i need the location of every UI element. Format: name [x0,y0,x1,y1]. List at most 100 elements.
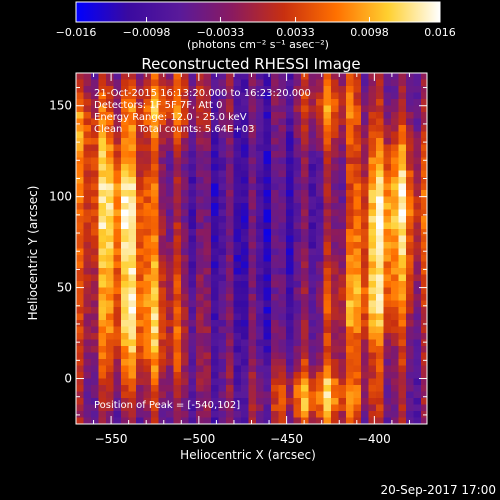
heatmap-cell [196,248,204,256]
heatmap-cell [91,164,99,171]
heatmap-cell [106,242,114,249]
heatmap-cell [166,73,174,80]
heatmap-cell [83,203,92,210]
heatmap-cell [91,112,99,119]
heatmap-cell [173,352,182,360]
heatmap-cell [248,385,257,392]
heatmap-cell [353,112,362,119]
heatmap-cell [286,372,294,379]
heatmap-cell [181,118,189,126]
heatmap-cell [203,411,212,418]
heatmap-cell [421,196,427,204]
heatmap-cell [196,307,204,314]
heatmap-cell [383,196,392,204]
heatmap-cell [376,255,384,262]
heatmap-cell [121,112,129,119]
heatmap-cell [211,196,219,204]
heatmap-cell [271,300,279,308]
heatmap-cell [301,216,309,223]
heatmap-cell [316,346,324,353]
heatmap-cell [263,326,272,334]
heatmap-cell [76,183,84,191]
heatmap-cell [413,326,422,334]
heatmap-cell [248,203,257,210]
heatmap-cell [98,86,107,93]
heatmap-cell [323,79,332,87]
heatmap-cell [383,346,392,353]
heatmap-cell [188,274,197,282]
colorbar: −0.016 −0.0098 −0.0033 0.0033 0.0098 0.016 (p… [56,1,456,51]
heatmap-cell [308,235,317,243]
heatmap-cell [203,287,212,295]
heatmap-cell [196,157,204,165]
heatmap-cell [181,359,189,366]
heatmap-cell [308,203,317,210]
heatmap-cell [226,92,234,100]
heatmap-cell [241,177,249,184]
heatmap-cell [83,209,92,217]
heatmap-cell [173,320,182,327]
heatmap-cell [301,300,309,308]
heatmap-cell [346,268,354,275]
heatmap-cell [293,261,302,269]
heatmap-cell [211,274,219,282]
heatmap-cell [346,86,354,93]
heatmap-cell [421,391,427,399]
heatmap-cell [338,235,347,243]
heatmap-cell [158,326,167,334]
heatmap-cell [151,261,159,269]
colorbar-gradient [75,1,441,23]
heatmap-cell [121,274,129,282]
heatmap-cell [121,359,129,366]
heatmap-cell [98,112,107,119]
heatmap-cell [301,294,309,301]
heatmap-cell [353,190,362,197]
heatmap-cell [83,365,92,373]
heatmap-cell [323,73,332,80]
heatmap-cell [166,131,174,139]
heatmap-cell [91,294,99,301]
heatmap-cell [218,190,227,197]
heatmap-cell [391,99,399,106]
heatmap-cell [241,242,249,249]
heatmap-cell [293,92,302,100]
heatmap-cell [391,404,399,412]
heatmap-cell [181,365,189,373]
heatmap-cell [76,222,84,230]
heatmap-cell [173,391,182,399]
annotation-peak-position: Position of Peak = [-540,102] [94,400,240,411]
heatmap-cell [91,313,99,321]
heatmap-cell [301,138,309,145]
heatmap-cell [98,346,107,353]
heatmap-cell [151,411,159,418]
heatmap-cell [278,151,287,158]
heatmap-cell [413,157,422,165]
heatmap-cell [323,183,332,191]
colorbar-tick-label: 0.0098 [350,26,389,39]
heatmap-cell [248,216,257,223]
heatmap-cell [188,190,197,197]
heatmap-cell [106,339,114,347]
heatmap-cell [136,125,144,132]
heatmap-cell [391,222,399,230]
heatmap-cell [143,112,152,119]
heatmap-cell [173,164,182,171]
heatmap-cell [316,385,324,392]
heatmap-cell [286,307,294,314]
heatmap-cell [278,86,287,93]
heatmap-cell [383,365,392,373]
heatmap-cell [241,346,249,353]
heatmap-cell [361,235,369,243]
heatmap-cell [128,391,137,399]
heatmap-cell [361,73,369,80]
heatmap-cell [338,177,347,184]
heatmap-cell [181,216,189,223]
heatmap-cell [218,411,227,418]
heatmap-cell [271,352,279,360]
heatmap-cell [218,300,227,308]
heatmap-cell [308,86,317,93]
heatmap-cell [151,300,159,308]
heatmap-cell [166,398,174,405]
heatmap-cell [83,196,92,204]
